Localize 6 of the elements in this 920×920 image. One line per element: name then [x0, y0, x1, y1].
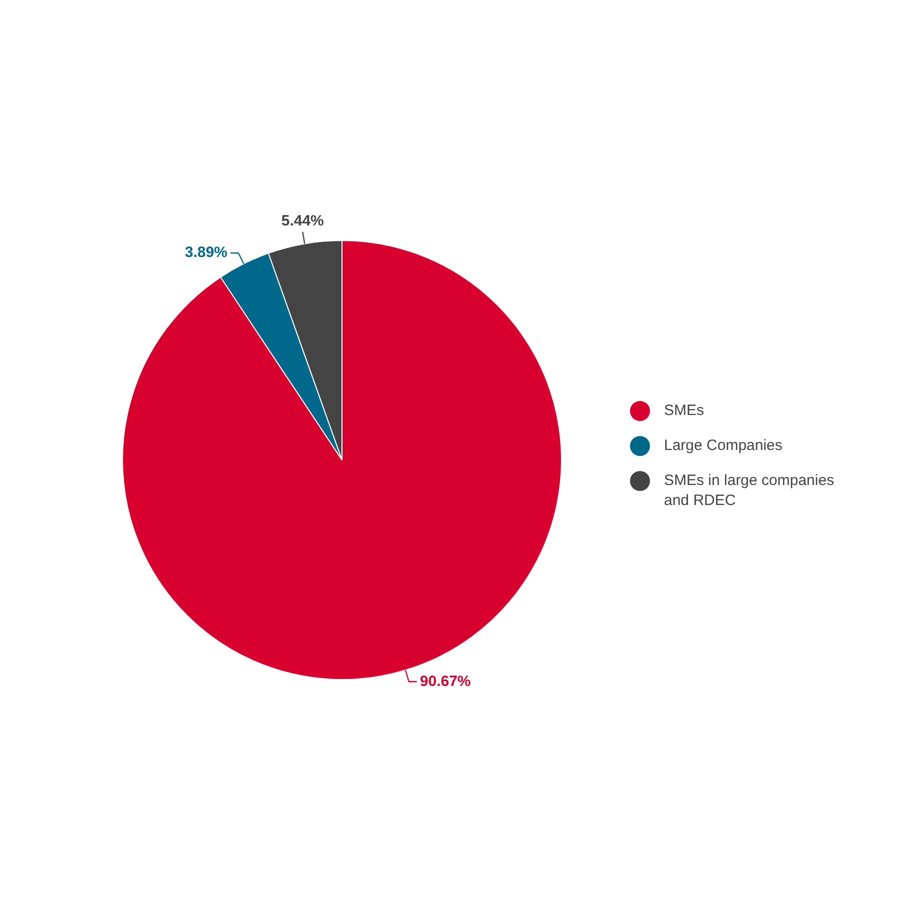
legend-label: Large Companies	[664, 436, 784, 456]
data-label: 90.67%	[420, 672, 471, 690]
legend-label: SMEs in large companies and RDEC	[664, 471, 836, 511]
data-label: 3.89%	[184, 244, 228, 262]
data-label: 5.44%	[281, 212, 324, 230]
legend-label: SMEs	[664, 401, 706, 421]
